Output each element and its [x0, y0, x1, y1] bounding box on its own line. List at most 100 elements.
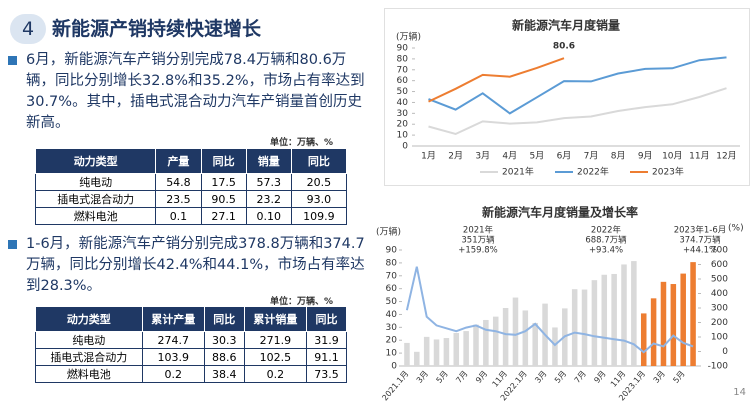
x-tick-label: 9月 — [474, 369, 489, 385]
y-tick-label: 80 — [397, 54, 409, 64]
slide-title: 新能源产销持续快速增长 — [52, 18, 262, 40]
data-table: 动力类型 产量 同比 销量 同比 纯电动 54.8 17.5 57.3 20.5 插电式混合动力 23… — [34, 148, 348, 225]
annotation: 351万辆 — [461, 235, 495, 246]
series-line — [428, 57, 565, 103]
x-tick-label: 4月 — [502, 151, 517, 162]
y-tick-label: 30 — [397, 109, 409, 119]
cell-text: 54.8 — [166, 175, 191, 189]
cell-text: 纯电动 — [72, 334, 106, 347]
legend-label: 2021年 — [502, 166, 534, 178]
y-tick-label: 50 — [386, 297, 398, 307]
bar — [621, 264, 627, 366]
x-tick-label: 7月 — [584, 151, 599, 162]
header-cell: 销量 — [245, 148, 292, 174]
y2-axis-label: (%) — [728, 224, 744, 234]
cell-text: 0.10 — [256, 209, 281, 223]
cell-text: 271.9 — [259, 333, 292, 347]
chart-title: 新能源汽车月度销量及增长率 — [482, 205, 638, 220]
table-cell: 0.1 — [155, 207, 202, 225]
table-cell: 17.5 — [200, 173, 247, 191]
y-tick-label: 20 — [397, 120, 409, 130]
header-cell: 产量 — [155, 148, 202, 174]
y-axis-label: (万辆) — [396, 31, 421, 43]
header-cell: 同比 — [203, 306, 245, 332]
y-tick-label: 50 — [397, 87, 409, 97]
bullet-text: 6月，新能源汽车产销分别完成78.4万辆和80.6万辆，同比分别增长32.8%和… — [8, 50, 371, 134]
table-row: 纯电动 54.8 17.5 57.3 20.5 — [34, 173, 348, 191]
x-tick-label: 5月 — [671, 369, 686, 385]
x-tick-label: 3月 — [652, 369, 667, 385]
cell-text: 27.1 — [211, 209, 236, 223]
table-cell: 38.4 — [203, 365, 245, 383]
x-tick-label: 9月 — [638, 151, 653, 162]
x-tick-label: 6月 — [557, 151, 572, 162]
table-row: 燃料电池 0.2 38.4 0.2 73.5 — [35, 365, 348, 383]
y-tick-label: 10 — [397, 131, 409, 141]
annotation: +93.4% — [589, 246, 623, 256]
header-cell: 同比 — [290, 148, 348, 174]
bar — [453, 333, 460, 366]
annotation: +159.8% — [458, 246, 498, 256]
x-tick-label: 5月 — [435, 369, 450, 385]
cell-text: 0.2 — [164, 367, 182, 381]
table-cell: 57.3 — [245, 173, 292, 191]
cell-text: 20.5 — [306, 175, 332, 189]
cell-text: 31.9 — [314, 333, 339, 347]
y2-tick-label: 100 — [711, 333, 728, 343]
table-cell: 102.5 — [243, 348, 307, 366]
bar — [463, 331, 469, 366]
bar — [532, 322, 538, 366]
header-row: 动力类型 产量 同比 销量 同比 — [34, 148, 348, 174]
bar — [591, 280, 598, 366]
table-cell: 27.1 — [200, 207, 247, 225]
cell-text: 91.1 — [314, 350, 339, 364]
cell-text: 插电式混合动力 — [57, 193, 135, 206]
y-tick-label: 80 — [386, 258, 398, 268]
cell-text: 17.5 — [211, 175, 236, 189]
y-tick-label: 60 — [386, 284, 398, 294]
cell-text: 109.9 — [303, 209, 335, 223]
bar — [443, 338, 450, 366]
cell-text: 燃料电池 — [73, 210, 118, 223]
x-tick-label: 11月 — [609, 369, 628, 389]
cell-text: 102.5 — [259, 350, 292, 364]
series-line — [428, 87, 727, 136]
bar — [631, 261, 637, 366]
bar — [660, 281, 667, 366]
header-row: 动力类型 累计产量 同比 累计销量 同比 — [35, 306, 348, 332]
bar — [690, 262, 696, 366]
table-cell: 274.7 — [141, 331, 205, 349]
x-tick-label: 7月 — [454, 369, 469, 385]
annotation: 2021年 — [463, 225, 494, 236]
section-number: 4 — [10, 14, 46, 44]
table-cell: 109.9 — [290, 207, 348, 225]
table-cell: 271.9 — [243, 331, 307, 349]
table-row: 插电式混合动力 103.9 88.6 102.5 91.1 — [35, 348, 348, 366]
cell-text: 0.1 — [169, 209, 188, 223]
cell-text: 23.2 — [256, 192, 281, 206]
cell-text: 57.3 — [256, 175, 281, 189]
bar — [404, 342, 410, 366]
y-tick-label: 40 — [397, 98, 409, 108]
x-tick-label: 1月 — [421, 151, 436, 162]
cell-text: 103.9 — [157, 350, 189, 364]
x-tick-label: 5月 — [530, 151, 545, 162]
page-number: 14 — [733, 387, 746, 398]
x-tick-label: 9月 — [592, 369, 607, 385]
y-tick-label: 0 — [402, 142, 408, 152]
bar — [571, 289, 578, 366]
cell-text: 38.4 — [212, 367, 237, 381]
cell-text: 纯电动 — [79, 176, 113, 189]
bar — [581, 289, 588, 366]
x-tick-label: 12月 — [716, 151, 736, 162]
x-tick-label: 2021.1月 — [380, 369, 410, 402]
y-tick-label: 70 — [386, 271, 398, 281]
y2-tick-label: 300 — [711, 304, 728, 314]
x-tick-label: 7月 — [573, 369, 588, 385]
legend-label: 2023年 — [652, 166, 684, 178]
y-tick-label: 90 — [386, 246, 398, 256]
y-axis-label: (万辆) — [376, 226, 401, 238]
header-cell: 累计销量 — [243, 306, 307, 332]
cell-text: 88.6 — [212, 350, 237, 364]
y2-tick-label: 600 — [711, 260, 728, 270]
